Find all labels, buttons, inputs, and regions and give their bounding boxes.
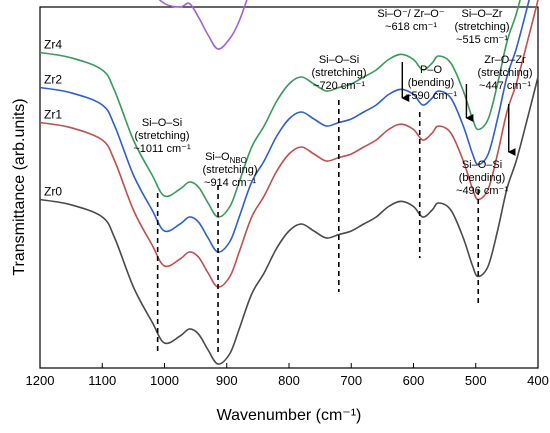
series-label-zr4: Zr4 (44, 38, 62, 52)
x-tick-label: 900 (216, 373, 238, 388)
annotation-line: Si–O–Si (142, 117, 182, 129)
x-tick-label: 500 (465, 373, 487, 388)
x-tick-label: 600 (403, 373, 425, 388)
x-tick-label: 700 (340, 373, 362, 388)
annotation-line: Si–O–Zr (462, 8, 503, 20)
annotation-line: (stretching) (477, 67, 532, 79)
annotation-line: (bending) (408, 77, 454, 89)
annotation-line: ~1011 cm⁻¹ (133, 143, 191, 155)
annotation-line: ~447 cm⁻¹ (479, 80, 531, 92)
x-tick-label: 1200 (26, 373, 55, 388)
annotation-line: ~496 cm⁻¹ (456, 185, 508, 197)
series-line-zr4 (39, 0, 521, 218)
annotation-line: Si–ONBO (205, 151, 247, 165)
series-label-zr0: Zr0 (44, 185, 62, 199)
annotation-line: ~590 cm⁻¹ (405, 90, 457, 102)
series-label-zr2: Zr2 (44, 73, 62, 87)
annotation-text: Si–O (205, 151, 230, 163)
series-layer (39, 0, 539, 365)
annotation-line: ~720 cm⁻¹ (313, 80, 365, 92)
series-label-zr1: Zr1 (44, 108, 62, 122)
x-tick-label: 800 (278, 373, 300, 388)
series-line-zr0 (39, 76, 539, 365)
annotation-markers (156, 62, 516, 355)
x-tick-label: 400 (527, 373, 549, 388)
x-axis-title: Wavenumber (cm⁻¹) (217, 407, 362, 424)
annotation-line: (stretching) (134, 130, 189, 142)
annotation-line: Si–O–Si (319, 54, 359, 66)
series-line-zr2 (39, 0, 530, 253)
annotation-line: (bending) (459, 172, 505, 184)
annotation-line: (stretching) (454, 21, 509, 33)
annotation-line: Zr–O–Zr (484, 54, 526, 66)
y-axis-title: Transmittance (arb.units) (11, 98, 28, 275)
annotation-line: Si–O⁻/ Zr–O⁻ (377, 8, 444, 20)
annotation-line: ~914 cm⁻¹ (204, 177, 256, 189)
annotation-subscript: NBO (230, 156, 247, 165)
annotation-line: Si–O–Si (462, 159, 502, 171)
x-tick-label: 1100 (88, 373, 116, 388)
annotation-line: ~618 cm⁻¹ (385, 21, 437, 33)
series-line-zr8 (158, 0, 248, 50)
x-axis-ticks: 1200 1100 1000 900 800 700 600 500 400 (26, 363, 549, 388)
series-labels: Zr0Zr1Zr2Zr4Zr8 (44, 38, 62, 199)
annotation-line: P–O (420, 64, 442, 76)
series-line-zr1 (39, 0, 539, 288)
annotation-line: (stretching) (202, 164, 257, 176)
annotation-line: ~515 cm⁻¹ (456, 34, 508, 46)
annotation-labels: Si–O–Si(stretching)~1011 cm⁻¹Si–ONBO(str… (133, 8, 532, 197)
annotation-line: (stretching) (311, 67, 366, 79)
x-tick-label: 1000 (150, 373, 179, 388)
